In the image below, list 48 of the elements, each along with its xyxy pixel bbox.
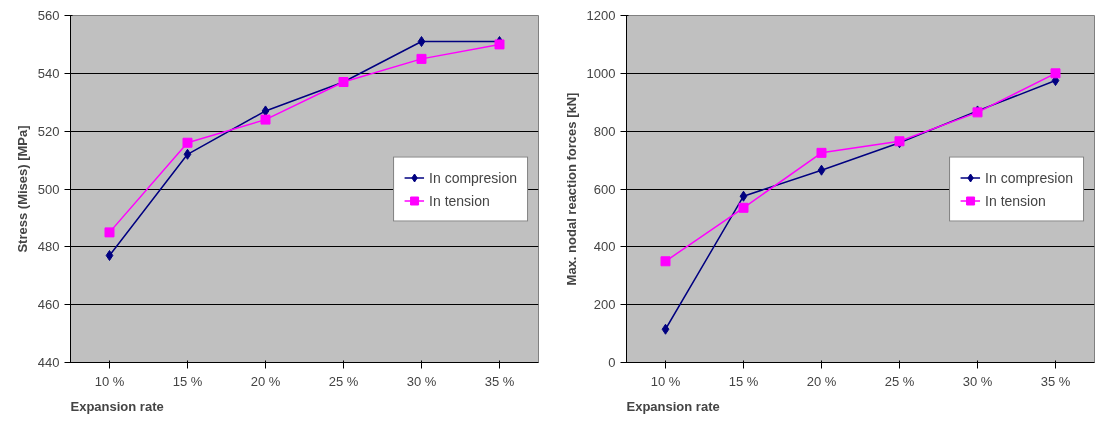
point <box>182 137 193 148</box>
y-tick-label: 1000 <box>586 65 616 81</box>
x-tick-label: 20 % <box>250 373 281 389</box>
x-tick-label: 25 % <box>884 373 915 389</box>
y-tick-label: 500 <box>37 181 60 197</box>
y-tick-label: 800 <box>593 123 616 139</box>
y-tick-label: 560 <box>37 8 60 23</box>
y-axis-title: Max. nodal reaction forces [kN] <box>563 92 579 286</box>
x-tick-label: 25 % <box>328 373 359 389</box>
legend-label: In compresion <box>985 169 1073 185</box>
y-tick-label: 440 <box>37 355 60 370</box>
y-axis-title: Stress (Mises) [MPa] <box>14 125 30 253</box>
y-tick-label: 600 <box>593 181 616 197</box>
point <box>104 227 115 238</box>
x-tick-label: 10 % <box>650 373 681 389</box>
point <box>1050 68 1061 79</box>
point <box>661 323 670 335</box>
y-tick-label: 1200 <box>586 8 616 23</box>
point <box>416 53 427 64</box>
point <box>738 202 749 213</box>
x-tick-label: 30 % <box>962 373 993 389</box>
point <box>817 164 826 176</box>
y-tick-label: 0 <box>608 355 616 370</box>
x-tick-label: 35 % <box>484 373 515 389</box>
x-tick-label: 20 % <box>806 373 837 389</box>
y-tick-label: 520 <box>37 123 60 139</box>
x-tick-label: 35 % <box>1040 373 1071 389</box>
x-axis-title: Expansion rate <box>70 398 164 414</box>
point <box>739 190 748 202</box>
point <box>660 256 671 267</box>
y-tick-label: 400 <box>593 239 616 255</box>
x-tick-label: 10 % <box>94 373 125 389</box>
point <box>183 148 192 160</box>
y-tick-label: 460 <box>37 297 60 313</box>
legend-label: In tension <box>985 192 1046 208</box>
y-tick-label: 200 <box>593 297 616 313</box>
x-tick-label: 30 % <box>406 373 437 389</box>
y-tick-label: 480 <box>37 239 60 255</box>
point <box>105 250 114 262</box>
x-tick-label: 15 % <box>172 373 203 389</box>
legend-label: In compresion <box>429 169 517 185</box>
point <box>417 36 426 48</box>
x-axis-title: Expansion rate <box>626 398 720 414</box>
x-tick-label: 15 % <box>728 373 759 389</box>
y-tick-label: 540 <box>37 65 60 81</box>
point <box>816 147 827 158</box>
legend-label: In tension <box>429 192 490 208</box>
point <box>260 114 271 125</box>
